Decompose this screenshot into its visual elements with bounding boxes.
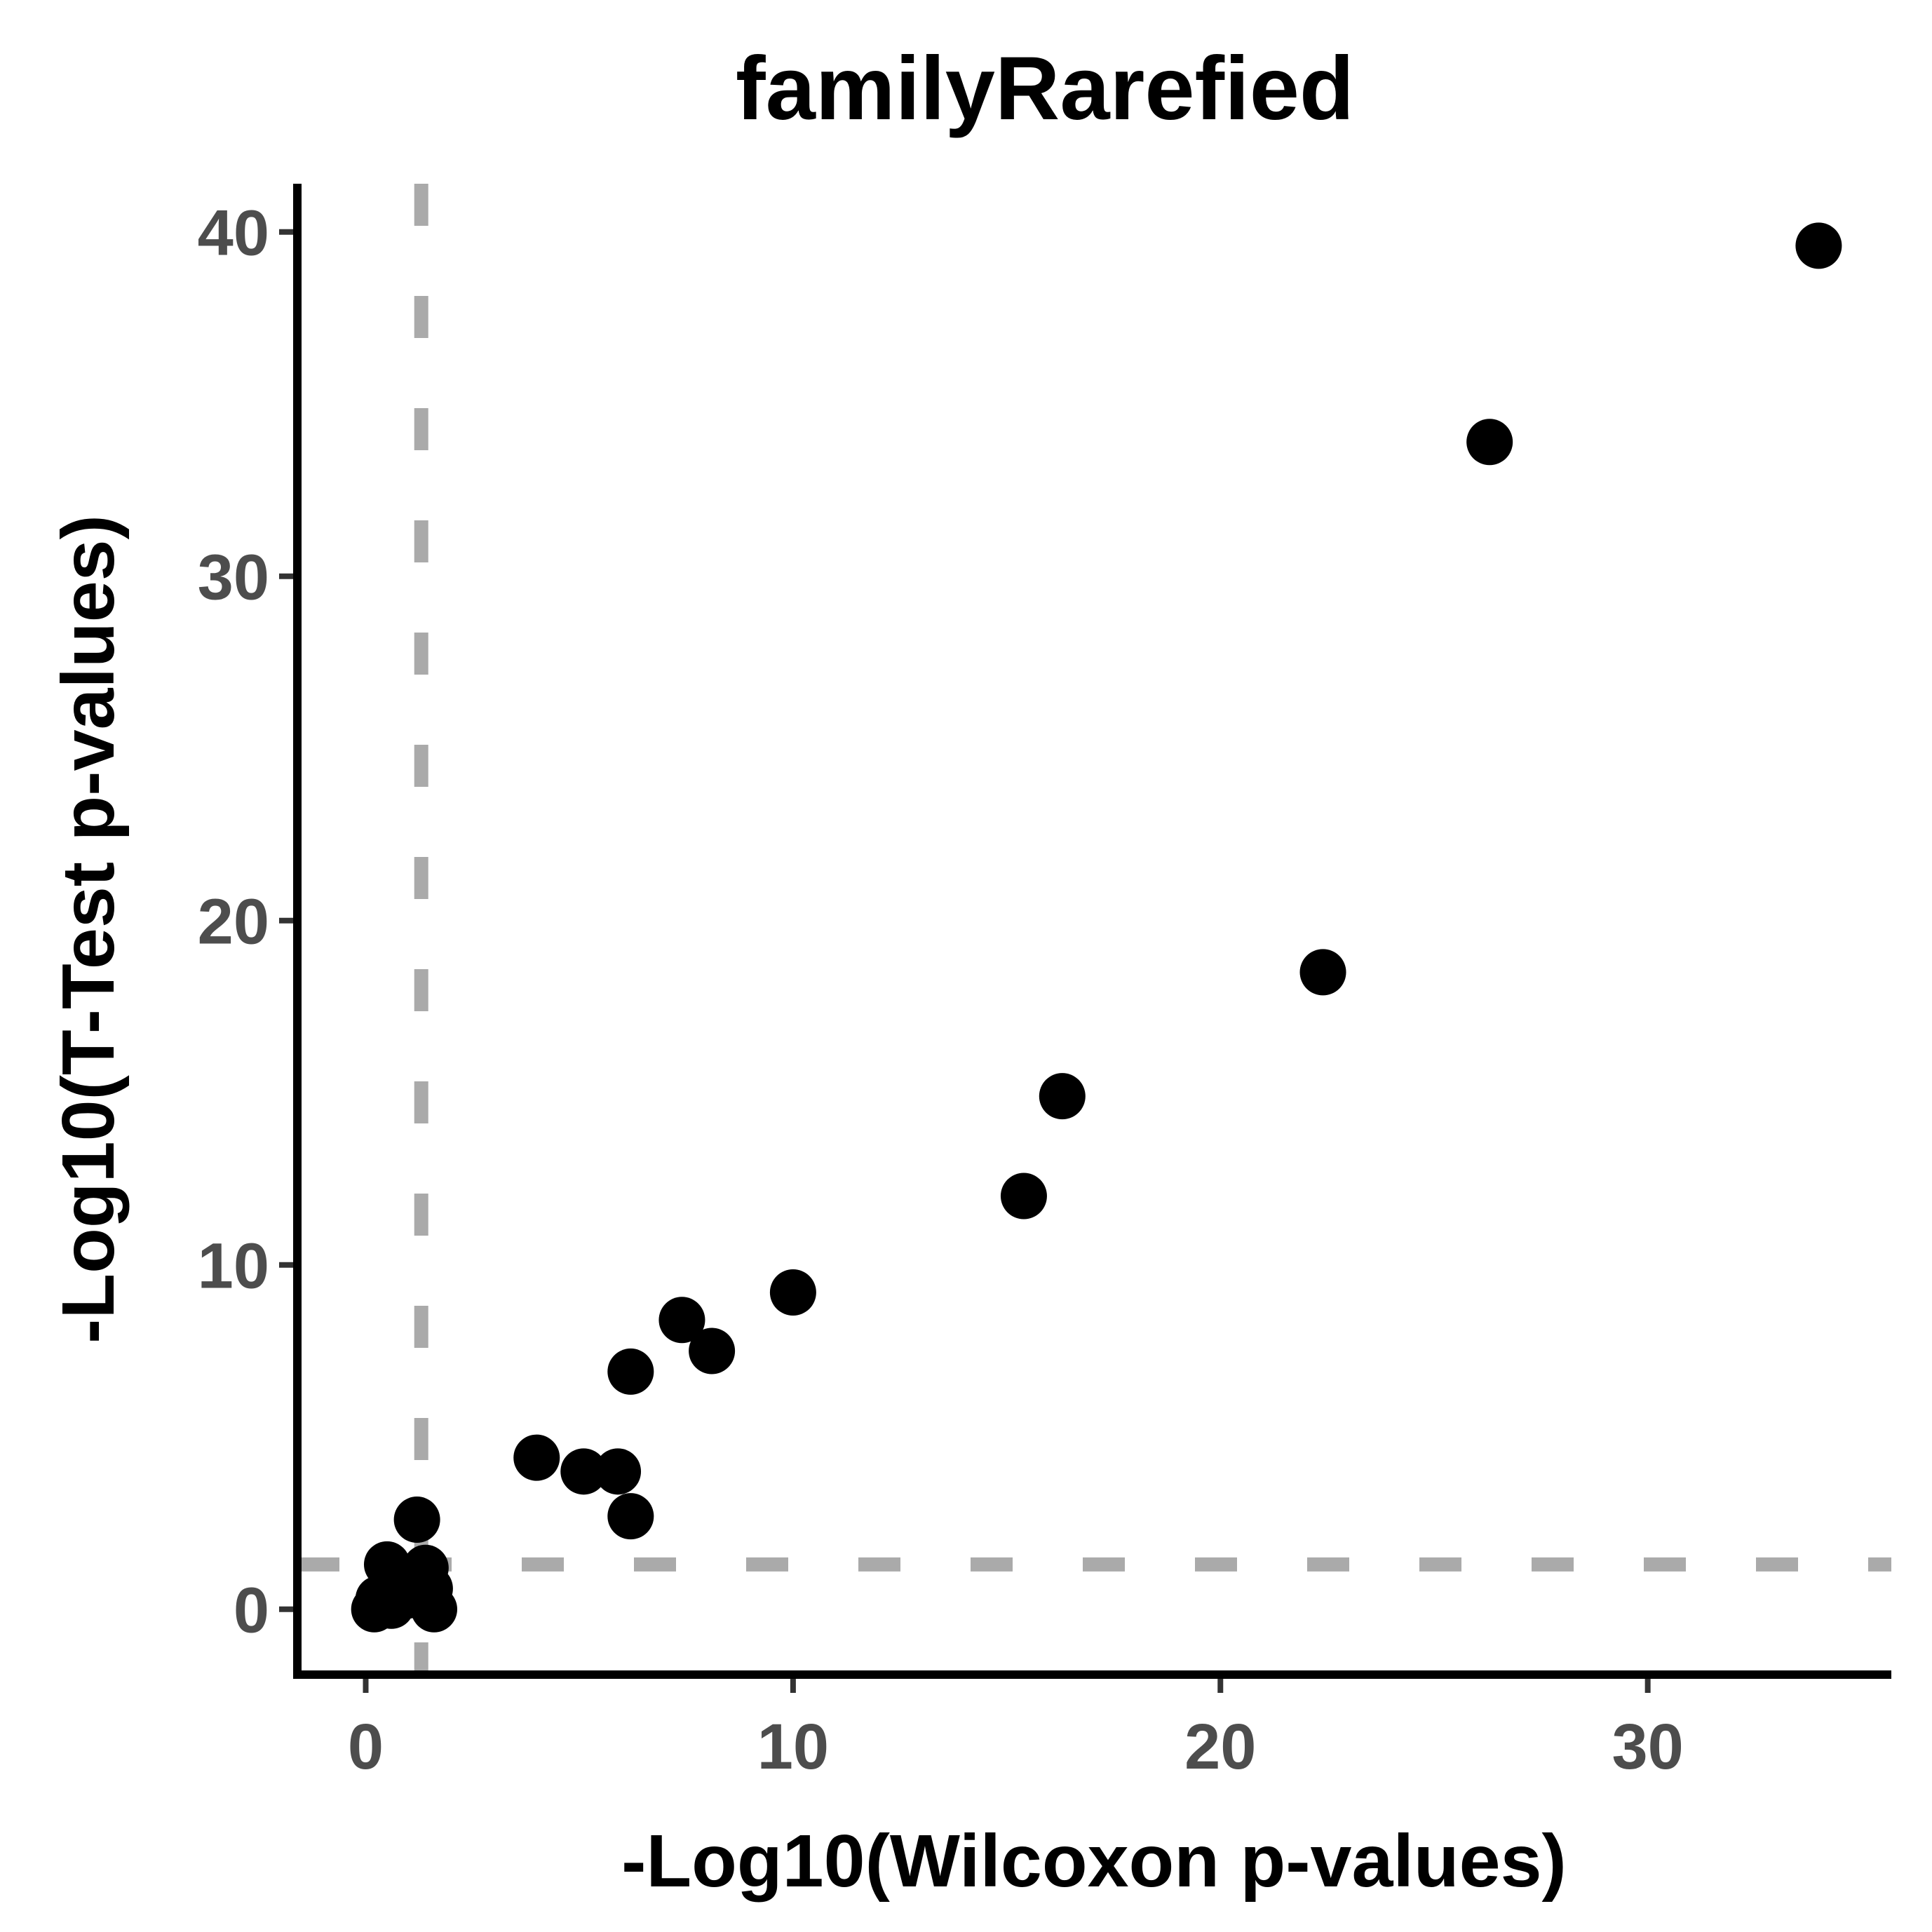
- x-tick-label: 30: [1612, 1711, 1683, 1783]
- data-point: [658, 1297, 705, 1344]
- data-point: [607, 1493, 654, 1540]
- data-point: [1795, 222, 1842, 269]
- y-axis-ticks: 0 10 20 30 40: [198, 198, 293, 1647]
- data-point: [1299, 949, 1346, 996]
- data-point: [411, 1586, 458, 1633]
- y-tick-label: 0: [234, 1575, 269, 1647]
- y-axis-title: -Log10(T-Test p-values): [47, 515, 130, 1344]
- data-points: [351, 222, 1842, 1633]
- x-tick-label: 10: [757, 1711, 829, 1783]
- chart-title: familyRarefied: [736, 39, 1354, 139]
- reference-lines: [297, 184, 1891, 1675]
- data-point: [689, 1328, 736, 1374]
- x-tick-label: 20: [1184, 1711, 1256, 1783]
- x-axis-title: -Log10(Wilcoxon p-values): [621, 1820, 1567, 1903]
- data-point: [1466, 419, 1513, 466]
- data-point: [1039, 1073, 1086, 1120]
- data-point: [769, 1269, 816, 1316]
- y-tick-label: 30: [198, 542, 269, 614]
- data-point: [560, 1448, 607, 1495]
- data-point: [607, 1348, 654, 1395]
- x-axis-ticks: 0 10 20 30: [348, 1679, 1684, 1783]
- data-point: [393, 1497, 440, 1543]
- data-point: [1000, 1173, 1047, 1220]
- data-point: [351, 1586, 398, 1633]
- y-tick-label: 20: [198, 886, 269, 958]
- data-point: [595, 1448, 642, 1495]
- x-tick-label: 0: [348, 1711, 384, 1783]
- data-point: [513, 1434, 560, 1481]
- y-tick-label: 40: [198, 198, 269, 269]
- y-tick-label: 10: [198, 1231, 269, 1302]
